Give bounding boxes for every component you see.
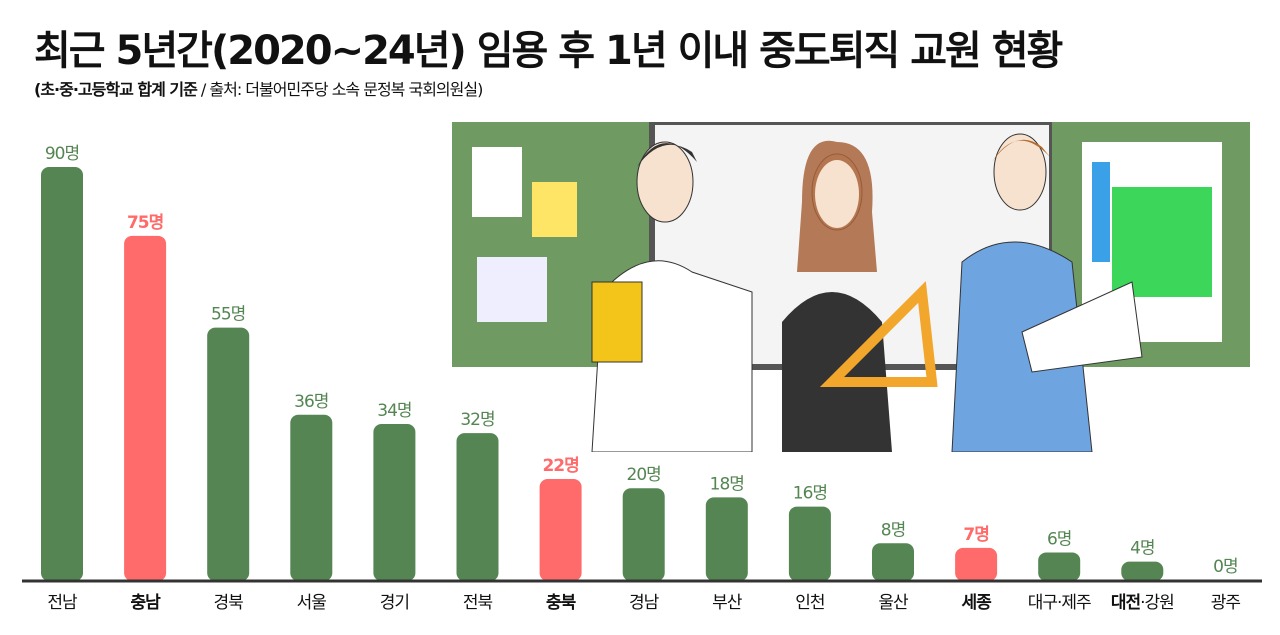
bar-부산 [705, 497, 748, 581]
value-label-전북: 32명 [460, 410, 494, 430]
value-label-울산: 8명 [881, 520, 905, 540]
value-label-광주: 0명 [1213, 557, 1237, 577]
bar-인천 [788, 506, 831, 581]
category-label-경기: 경기 [380, 593, 409, 613]
value-label-서울: 36명 [294, 392, 328, 412]
bar-전북 [456, 433, 499, 581]
subtitle-source: / 출처: 더불어민주당 소속 문정복 국회의원실) [196, 80, 483, 99]
teachers-illustration [452, 122, 1250, 452]
bar-대전·강원 [1121, 561, 1164, 581]
category-label-대구·제주: 대구·제주 [1028, 593, 1091, 613]
value-label-전남: 90명 [45, 144, 79, 164]
bar-대구·제주 [1038, 552, 1081, 581]
bar-충북 [539, 479, 582, 581]
category-label-충북: 충북 [546, 593, 577, 613]
bar-경기 [373, 423, 416, 581]
value-label-경기: 34명 [377, 401, 411, 421]
bar-서울 [290, 414, 333, 581]
chart-title: 최근 5년간(2020~24년) 임용 후 1년 이내 중도퇴직 교원 현황 [34, 28, 1063, 74]
bar-충남 [124, 235, 167, 582]
bar-경남 [622, 488, 665, 581]
category-label-광주: 광주 [1211, 593, 1241, 613]
value-label-충북: 22명 [542, 456, 578, 476]
value-label-경북: 55명 [211, 305, 245, 325]
value-label-인천: 16명 [793, 484, 827, 504]
bar-전남 [41, 167, 83, 581]
category-label-세종: 세종 [961, 593, 992, 613]
chart-subtitle: (초·중·고등학교 합계 기준 / 출처: 더불어민주당 소속 문정복 국회의원… [34, 76, 483, 100]
value-label-세종: 7명 [963, 525, 988, 545]
bar-경북 [207, 327, 250, 581]
category-label-서울: 서울 [297, 593, 327, 613]
category-label-경북: 경북 [214, 593, 244, 613]
value-label-충남: 75명 [127, 213, 163, 233]
category-label-인천: 인천 [795, 593, 824, 613]
category-label-경남: 경남 [629, 593, 660, 613]
value-label-부산: 18명 [710, 474, 744, 494]
category-label-전남: 전남 [47, 593, 78, 613]
category-label-울산: 울산 [878, 593, 909, 613]
value-label-경남: 20명 [627, 465, 661, 485]
bar-세종 [955, 547, 998, 581]
category-label-충남: 충남 [130, 593, 161, 613]
category-label-부산: 부산 [712, 593, 743, 613]
category-label-대전·강원: 대전·강원 [1111, 593, 1174, 613]
category-label-전북: 전북 [463, 593, 493, 613]
bar-울산 [872, 543, 914, 581]
subtitle-basis: (초·중·고등학교 합계 기준 [34, 80, 198, 99]
value-label-대구·제주: 6명 [1047, 529, 1071, 549]
value-label-대전·강원: 4명 [1130, 539, 1154, 559]
